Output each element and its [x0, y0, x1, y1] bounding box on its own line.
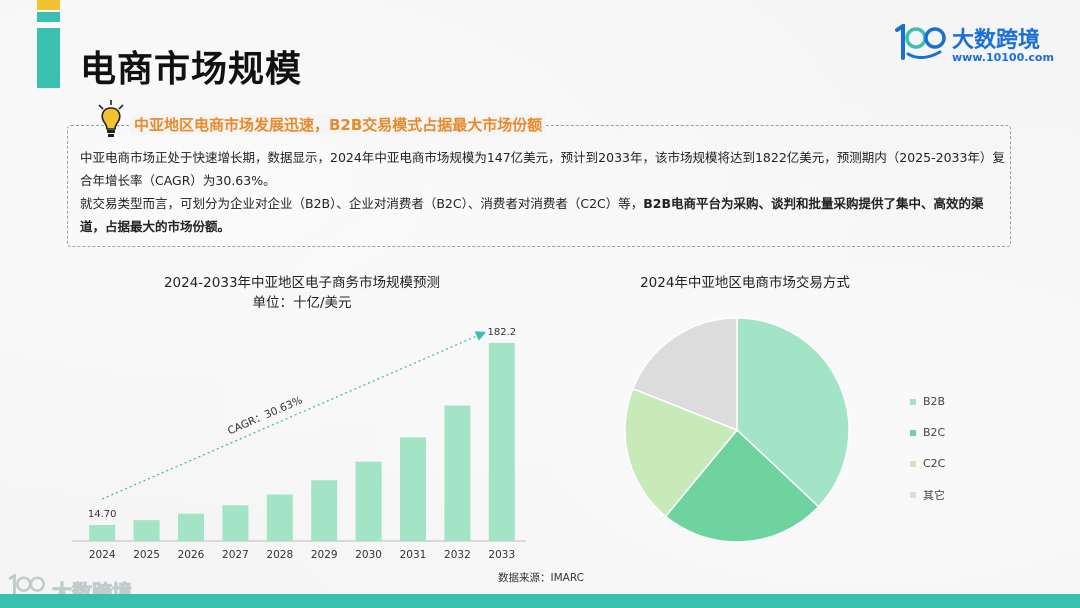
legend-label: 其它 — [923, 488, 945, 502]
summary-paragraph-2-bold: B2B电商平台为采购、谈判和批量采购提供了集中、高效的渠道，占据最大的市场份额。 — [80, 196, 984, 234]
data-label-2024: 14.70 — [88, 509, 117, 520]
lightbulb-icon — [98, 100, 124, 137]
x-tick-label: 2033 — [488, 549, 515, 561]
bar-2029 — [311, 480, 338, 541]
legend-item-B2C: B2C — [910, 417, 945, 448]
x-tick-label: 2026 — [178, 549, 205, 561]
footer-logo-mark-icon — [8, 572, 45, 600]
legend-item-C2C: C2C — [910, 448, 945, 479]
data-label-2033: 182.2 — [487, 327, 516, 338]
bar-2028 — [266, 494, 293, 541]
accent-bar-yellow — [37, 0, 60, 10]
x-tick-label: 2030 — [355, 549, 382, 561]
bar-2030 — [355, 461, 382, 541]
bar-2025 — [133, 520, 160, 541]
x-tick-label: 2025 — [133, 549, 160, 561]
pie-legend: B2B B2C C2C 其它 — [910, 386, 945, 510]
legend-label: B2C — [923, 426, 946, 439]
bottom-band — [0, 594, 1080, 608]
legend-item-其它: 其它 — [910, 479, 945, 510]
bar-2031 — [400, 437, 426, 541]
legend-swatch — [910, 398, 916, 405]
legend-swatch — [910, 429, 916, 436]
x-tick-label: 2031 — [400, 549, 427, 561]
page-title: 电商市场规模 — [80, 49, 303, 90]
bar-chart-subtitle: 单位：十亿/美元 — [252, 295, 352, 311]
data-source-note: 数据来源：IMARC — [498, 572, 584, 584]
bar-2027 — [222, 505, 249, 541]
x-tick-label: 2028 — [266, 549, 293, 561]
bar-chart: 2024 14.70 2025 2026 2027 2028 2029 2030 2031 203… — [72, 327, 526, 561]
summary-text: 中亚电商市场正处于快速增长期，数据显示，2024年中亚电商市场规模为147亿美元… — [80, 146, 1005, 238]
pie-slice-B2C — [664, 428, 820, 543]
logo-mark-icon — [895, 24, 946, 60]
legend-label: B2B — [923, 395, 946, 408]
pie-slice-其它 — [631, 317, 738, 432]
pie-slice-B2B — [736, 317, 850, 508]
x-tick-label: 2027 — [222, 549, 249, 561]
summary-heading: 中亚地区电商市场发展迅速，B2B交易模式占据最大市场份额 — [130, 114, 547, 135]
legend-swatch — [910, 460, 916, 467]
accent-bar-teal — [37, 12, 60, 22]
bar-chart-title: 2024-2033年中亚地区电子商务市场规模预测 — [163, 275, 441, 291]
bar-2032 — [444, 405, 471, 541]
summary-paragraph-2-normal: 就交易类型而言，可划分为企业对企业（B2B）、企业对消费者（B2C）、消费者对消… — [80, 196, 644, 211]
legend-label: C2C — [923, 457, 946, 470]
summary-paragraph-1: 中亚电商市场正处于快速增长期，数据显示，2024年中亚电商市场规模为147亿美元… — [80, 150, 1005, 188]
pie-chart — [624, 317, 850, 543]
pie-slice-C2C — [624, 387, 739, 518]
x-tick-label: 2032 — [444, 549, 471, 561]
cagr-trend-arrow — [101, 331, 487, 500]
accent-bar-teal-tall — [37, 28, 60, 88]
brand-logo: 大数跨境 www.10100.com — [894, 22, 1054, 66]
legend-item-B2B: B2B — [910, 386, 945, 417]
bar-2033 — [488, 342, 515, 541]
x-tick-label: 2024 — [89, 549, 116, 561]
summary-paragraph-2: 就交易类型而言，可划分为企业对企业（B2B）、企业对消费者（B2C）、消费者对消… — [80, 192, 1005, 238]
brand-url: www.10100.com — [952, 51, 1054, 64]
x-tick-label: 2029 — [311, 549, 338, 561]
bar-2024 — [89, 525, 116, 541]
bar-2026 — [178, 513, 204, 541]
brand-name: 大数跨境 — [952, 28, 1041, 53]
legend-swatch — [910, 491, 916, 498]
cagr-annotation: CAGR：30.63% — [226, 394, 304, 437]
pie-chart-title: 2024年中亚地区电商市场交易方式 — [640, 275, 850, 291]
